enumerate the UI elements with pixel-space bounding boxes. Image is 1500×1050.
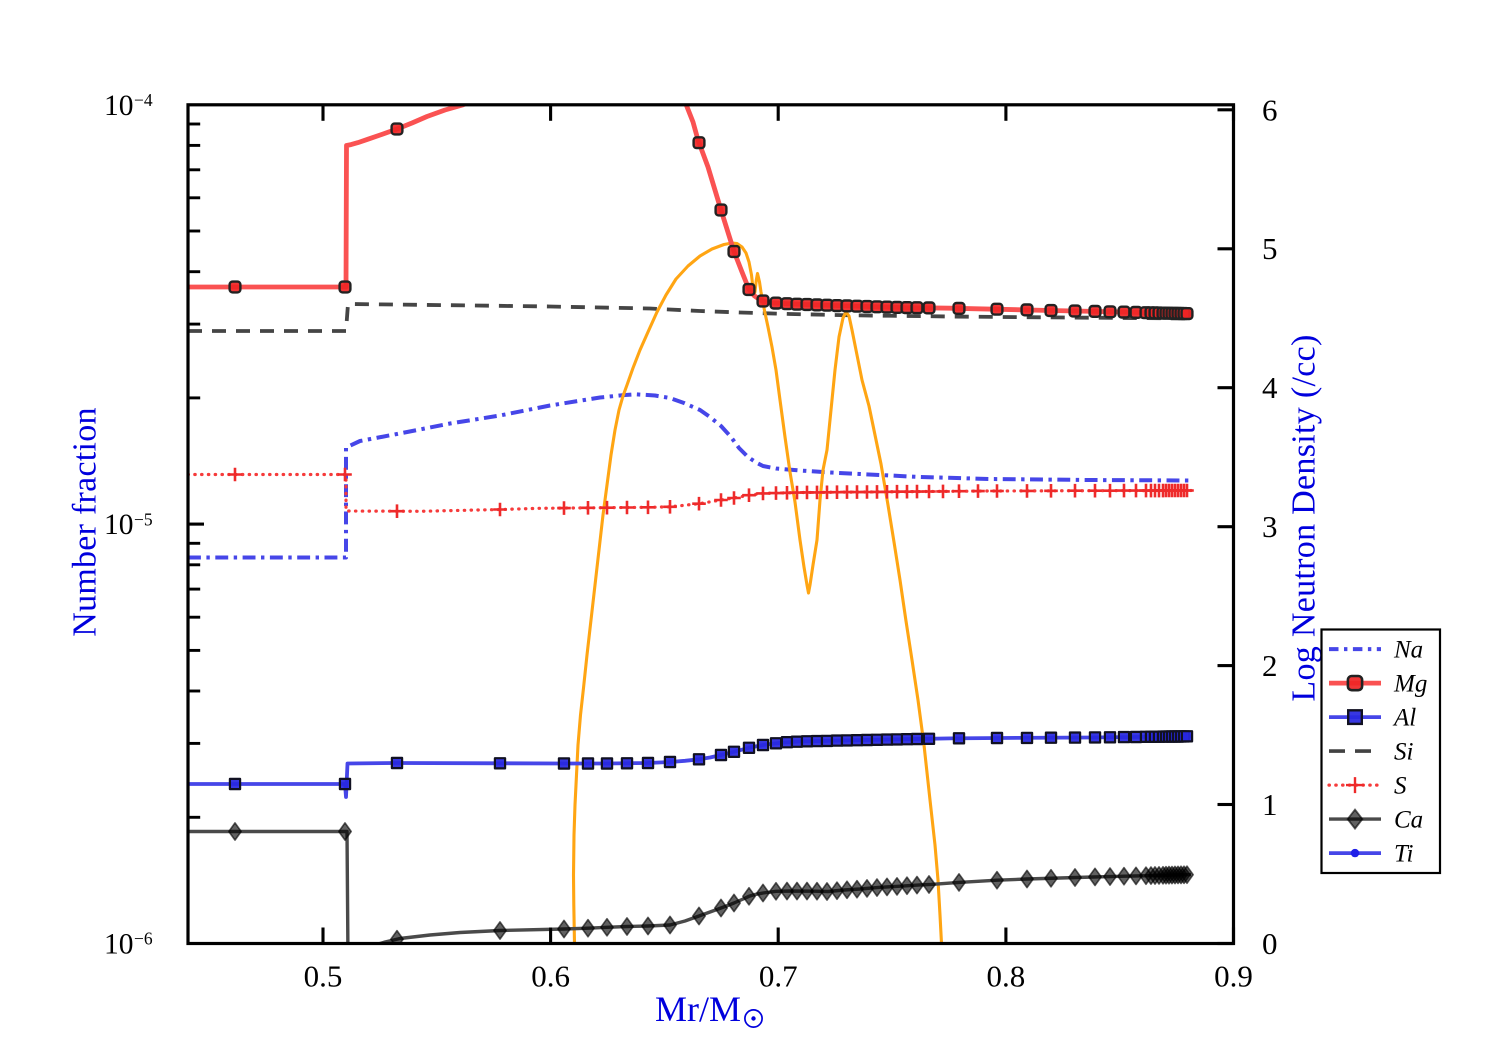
svg-text:Log Neutron Density (/cc): Log Neutron Density (/cc) [1286, 334, 1323, 701]
svg-text:−5: −5 [134, 509, 153, 529]
svg-text:Ca: Ca [1394, 807, 1423, 834]
svg-text:Na: Na [1393, 637, 1423, 664]
svg-text:−6: −6 [134, 929, 153, 949]
svg-text:0.6: 0.6 [531, 959, 570, 994]
svg-text:10: 10 [104, 929, 134, 961]
svg-text:6: 6 [1262, 92, 1278, 127]
svg-text:Mr/M: Mr/M [655, 989, 741, 1029]
svg-text:Al: Al [1392, 705, 1416, 732]
svg-text:−4: −4 [134, 90, 153, 110]
svg-text:S: S [1394, 773, 1407, 800]
svg-text:Mg: Mg [1393, 671, 1427, 698]
svg-text:Number fraction: Number fraction [67, 407, 104, 636]
svg-text:0.9: 0.9 [1214, 959, 1253, 994]
svg-text:3: 3 [1262, 509, 1278, 544]
svg-text:4: 4 [1262, 370, 1278, 405]
svg-text:2: 2 [1262, 648, 1278, 683]
svg-text:Ti: Ti [1394, 841, 1414, 868]
svg-text:Si: Si [1394, 739, 1414, 766]
svg-text:0: 0 [1262, 926, 1278, 961]
svg-text:0.8: 0.8 [987, 959, 1026, 994]
svg-text:10: 10 [104, 509, 134, 541]
svg-text:0.5: 0.5 [304, 959, 343, 994]
svg-text:0.7: 0.7 [759, 959, 798, 994]
svg-text:1: 1 [1262, 787, 1278, 822]
svg-text:5: 5 [1262, 231, 1278, 266]
svg-text:10: 10 [104, 90, 134, 122]
